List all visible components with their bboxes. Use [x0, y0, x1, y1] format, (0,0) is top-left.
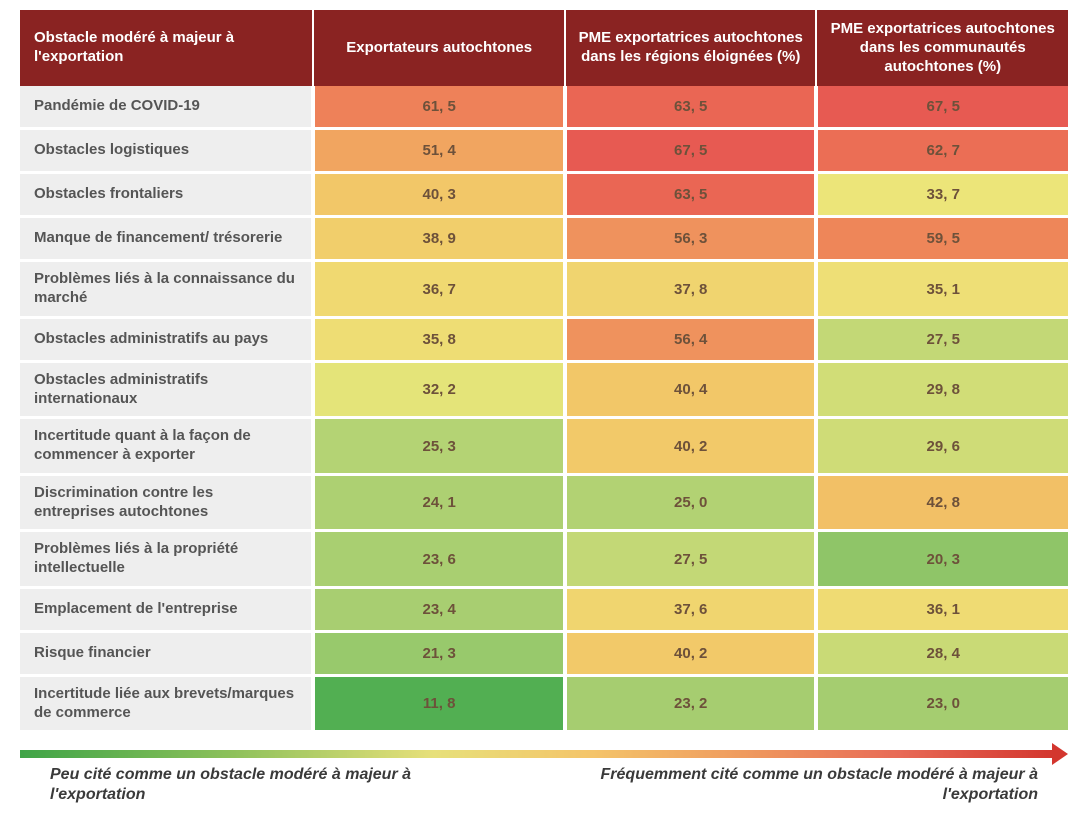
heat-cell: 27, 5: [565, 531, 817, 588]
heat-cell: 67, 5: [816, 86, 1068, 129]
heat-cell: 23, 4: [313, 587, 565, 631]
row-label: Obstacles frontaliers: [20, 173, 313, 217]
row-label: Obstacles logistiques: [20, 129, 313, 173]
table-row: Emplacement de l'entreprise23, 437, 636,…: [20, 587, 1068, 631]
legend-left-text: Peu cité comme un obstacle modéré à maje…: [20, 765, 492, 805]
heat-cell: 62, 7: [816, 129, 1068, 173]
heat-cell: 25, 3: [313, 418, 565, 475]
row-label: Obstacles administratifs au pays: [20, 317, 313, 361]
heat-cell: 36, 7: [313, 261, 565, 318]
heat-cell: 67, 5: [565, 129, 817, 173]
heat-cell: 63, 5: [565, 173, 817, 217]
heat-cell: 25, 0: [565, 474, 817, 531]
heat-cell: 28, 4: [816, 631, 1068, 675]
heat-cell: 56, 3: [565, 217, 817, 261]
table-row: Obstacles frontaliers40, 363, 533, 7: [20, 173, 1068, 217]
legend: Peu cité comme un obstacle modéré à maje…: [20, 747, 1068, 805]
heat-cell: 20, 3: [816, 531, 1068, 588]
heat-cell: 29, 6: [816, 418, 1068, 475]
row-label: Manque de financement/ trésorerie: [20, 217, 313, 261]
heat-cell: 61, 5: [313, 86, 565, 129]
heat-cell: 35, 1: [816, 261, 1068, 318]
heat-cell: 24, 1: [313, 474, 565, 531]
row-label: Pandémie de COVID-19: [20, 86, 313, 129]
legend-right-text: Fréquemment cité comme un obstacle modér…: [565, 765, 1068, 805]
heat-cell: 21, 3: [313, 631, 565, 675]
col-header-3: PME exportatrices autochtones dans les c…: [816, 10, 1068, 86]
row-label: Problèmes liés à la connaissance du marc…: [20, 261, 313, 318]
heat-cell: 59, 5: [816, 217, 1068, 261]
heat-cell: 32, 2: [313, 361, 565, 418]
heat-cell: 38, 9: [313, 217, 565, 261]
row-label: Obstacles administratifs internationaux: [20, 361, 313, 418]
heat-cell: 29, 8: [816, 361, 1068, 418]
table-row: Manque de financement/ trésorerie38, 956…: [20, 217, 1068, 261]
row-label: Incertitude quant à la façon de commence…: [20, 418, 313, 475]
table-row: Risque financier21, 340, 228, 4: [20, 631, 1068, 675]
heat-cell: 40, 2: [565, 631, 817, 675]
gradient-fill: [20, 750, 1054, 758]
heat-cell: 23, 2: [565, 675, 817, 732]
table-row: Obstacles administratifs internationaux3…: [20, 361, 1068, 418]
row-label: Discrimination contre les entreprises au…: [20, 474, 313, 531]
table-row: Obstacles logistiques51, 467, 562, 7: [20, 129, 1068, 173]
row-label: Problèmes liés à la propriété intellectu…: [20, 531, 313, 588]
col-header-1: Exportateurs autochtones: [313, 10, 565, 86]
heat-cell: 40, 4: [565, 361, 817, 418]
table-row: Problèmes liés à la propriété intellectu…: [20, 531, 1068, 588]
table-row: Discrimination contre les entreprises au…: [20, 474, 1068, 531]
heat-cell: 36, 1: [816, 587, 1068, 631]
heat-cell: 23, 6: [313, 531, 565, 588]
heat-cell: 63, 5: [565, 86, 817, 129]
heat-cell: 23, 0: [816, 675, 1068, 732]
heat-cell: 40, 2: [565, 418, 817, 475]
col-header-0: Obstacle modéré à majeur à l'exportation: [20, 10, 313, 86]
obstacles-table: Obstacle modéré à majeur à l'exportation…: [20, 10, 1068, 733]
heat-cell: 56, 4: [565, 317, 817, 361]
legend-labels: Peu cité comme un obstacle modéré à maje…: [20, 765, 1068, 805]
heat-cell: 27, 5: [816, 317, 1068, 361]
table-row: Pandémie de COVID-1961, 563, 567, 5: [20, 86, 1068, 129]
heat-cell: 37, 6: [565, 587, 817, 631]
heat-cell: 11, 8: [313, 675, 565, 732]
heat-cell: 35, 8: [313, 317, 565, 361]
table-row: Incertitude quant à la façon de commence…: [20, 418, 1068, 475]
col-header-2: PME exportatrices autochtones dans les r…: [565, 10, 817, 86]
arrow-head-icon: [1052, 743, 1068, 765]
table-body: Pandémie de COVID-1961, 563, 567, 5Obsta…: [20, 86, 1068, 732]
heat-cell: 51, 4: [313, 129, 565, 173]
heat-cell: 40, 3: [313, 173, 565, 217]
table-row: Problèmes liés à la connaissance du marc…: [20, 261, 1068, 318]
heat-cell: 42, 8: [816, 474, 1068, 531]
heat-cell: 37, 8: [565, 261, 817, 318]
table-header: Obstacle modéré à majeur à l'exportation…: [20, 10, 1068, 86]
row-label: Risque financier: [20, 631, 313, 675]
row-label: Emplacement de l'entreprise: [20, 587, 313, 631]
table-row: Obstacles administratifs au pays35, 856,…: [20, 317, 1068, 361]
row-label: Incertitude liée aux brevets/marques de …: [20, 675, 313, 732]
table-row: Incertitude liée aux brevets/marques de …: [20, 675, 1068, 732]
heat-cell: 33, 7: [816, 173, 1068, 217]
gradient-arrow: [20, 747, 1068, 761]
